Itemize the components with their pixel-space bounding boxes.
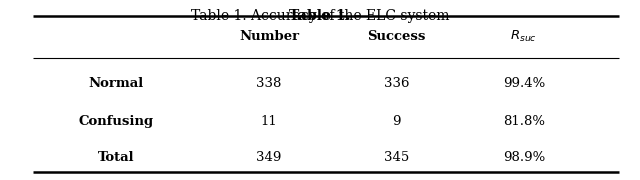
Text: 336: 336 xyxy=(384,77,409,90)
Text: Total: Total xyxy=(98,151,134,164)
Text: $R_{suc}$: $R_{suc}$ xyxy=(511,29,538,44)
Text: 338: 338 xyxy=(257,77,282,90)
Text: Number: Number xyxy=(239,30,299,43)
Text: Success: Success xyxy=(367,30,426,43)
Text: Confusing: Confusing xyxy=(79,115,154,128)
Text: 99.4%: 99.4% xyxy=(503,77,545,90)
Text: Table 1. Accuracy of the ELC system: Table 1. Accuracy of the ELC system xyxy=(191,9,449,23)
Text: Table 1.: Table 1. xyxy=(289,9,351,23)
Text: 9: 9 xyxy=(392,115,401,128)
Text: 81.8%: 81.8% xyxy=(503,115,545,128)
Text: 98.9%: 98.9% xyxy=(503,151,545,164)
Text: 11: 11 xyxy=(260,115,277,128)
Text: Normal: Normal xyxy=(88,77,144,90)
Text: 349: 349 xyxy=(257,151,282,164)
Text: Table 1.: Table 1. xyxy=(259,9,320,23)
Text: 345: 345 xyxy=(384,151,409,164)
